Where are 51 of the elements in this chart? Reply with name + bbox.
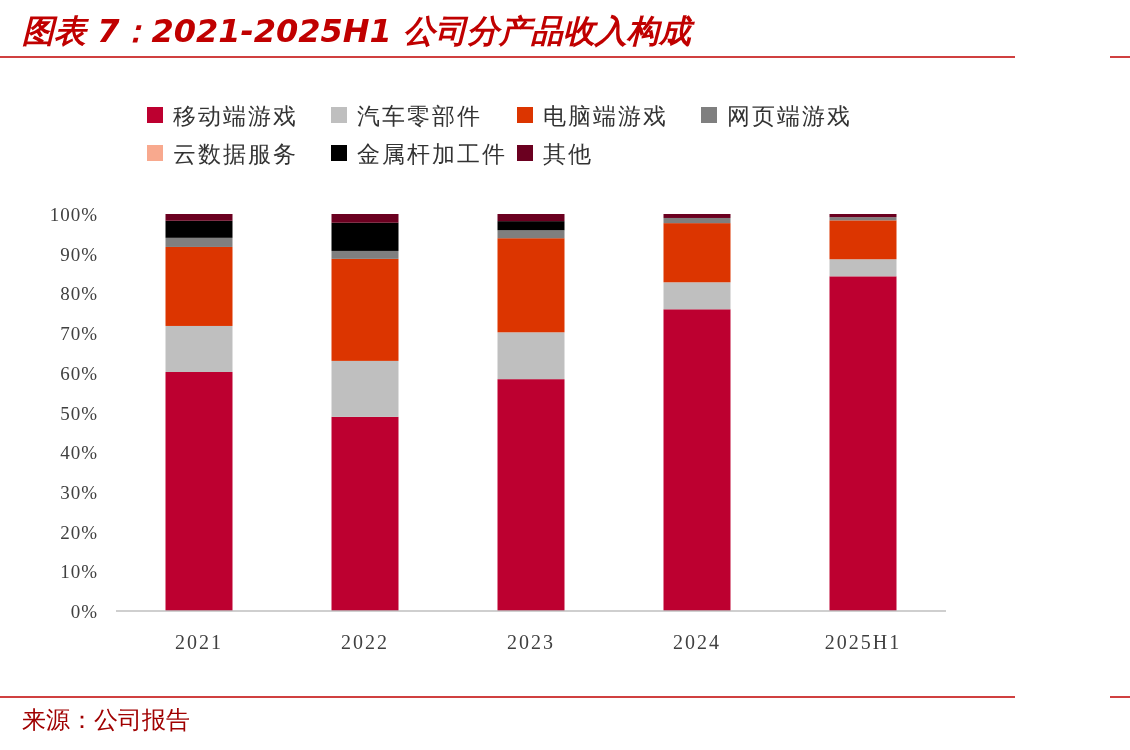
bar: [663, 223, 731, 283]
bar: [165, 214, 233, 221]
bar: [331, 258, 399, 361]
bar: [829, 276, 897, 611]
legend-label: 汽车零部件: [357, 104, 482, 129]
bar: [497, 332, 565, 380]
bar: [663, 282, 731, 310]
bar: [829, 220, 897, 260]
bar: [165, 220, 233, 238]
x-tick-label: 2023: [507, 631, 555, 653]
bar: [497, 230, 565, 239]
y-tick-label: 100%: [49, 204, 98, 225]
bar: [331, 360, 399, 417]
x-tick-label: 2022: [341, 631, 389, 653]
y-tick-label: 30%: [60, 481, 98, 503]
legend-label: 移动端游戏: [173, 104, 298, 129]
y-tick-label: 90%: [60, 243, 98, 265]
bar: [165, 246, 233, 326]
bar: [497, 221, 565, 231]
bar: [331, 214, 399, 223]
y-tick-label: 10%: [60, 561, 98, 583]
x-tick-label: 2021: [175, 631, 223, 653]
y-tick-label: 80%: [60, 283, 98, 305]
bar: [829, 259, 897, 277]
source-note: 来源：公司报告: [22, 706, 190, 734]
x-tick-label: 2025H1: [824, 631, 902, 653]
y-tick-label: 50%: [60, 402, 98, 424]
bar: [165, 237, 233, 247]
bar: [663, 217, 731, 224]
bar: [331, 222, 399, 251]
bar: [497, 379, 565, 611]
legend-label: 云数据服务: [173, 142, 298, 167]
bar: [497, 238, 565, 333]
y-tick-label: 70%: [60, 323, 98, 345]
bar: [663, 309, 731, 611]
bar: [165, 372, 233, 611]
bar: [663, 214, 731, 218]
y-tick-label: 60%: [60, 362, 98, 384]
y-tick-label: 20%: [60, 521, 98, 543]
bar: [497, 214, 565, 222]
legend-label: 金属杆加工件: [357, 142, 507, 167]
legend-label: 电脑端游戏: [543, 104, 668, 129]
bar: [331, 416, 399, 611]
y-tick-label: 0%: [70, 601, 98, 622]
chart-title: 图表 7：2021-2025H1 公司分产品收入构成: [22, 12, 696, 50]
x-tick-label: 2024: [673, 631, 721, 653]
bar: [331, 250, 399, 259]
y-tick-label: 40%: [60, 442, 98, 464]
legend-label: 网页端游戏: [727, 104, 852, 129]
legend-label: 其他: [543, 142, 593, 167]
bar: [165, 325, 233, 373]
